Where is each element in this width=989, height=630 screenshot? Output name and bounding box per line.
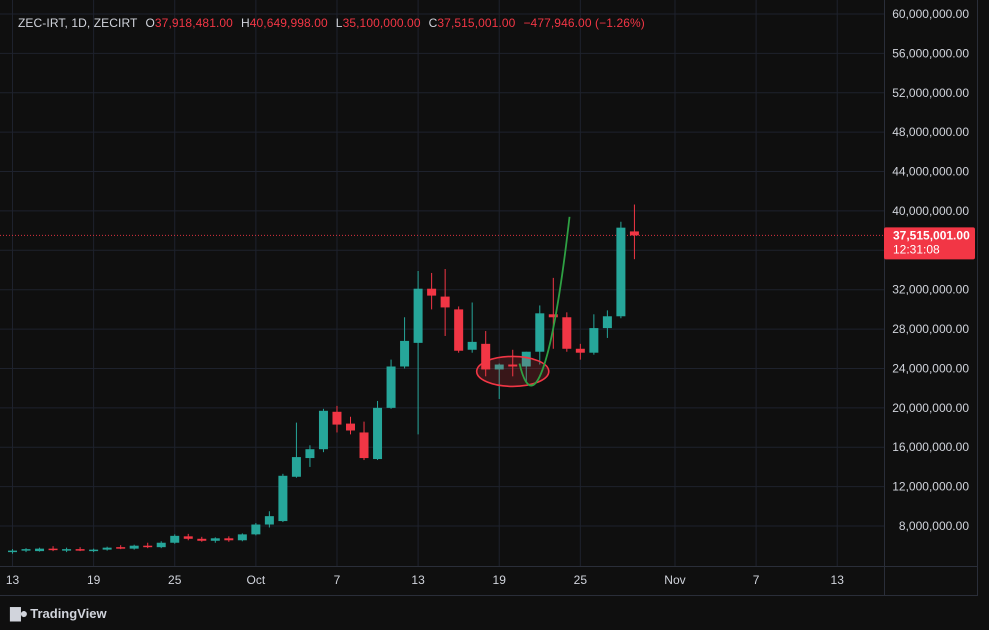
x-tick-label: Oct	[247, 573, 266, 587]
open-label: O	[145, 16, 155, 30]
high-label: H	[240, 16, 250, 30]
candle-body[interactable]	[386, 366, 396, 408]
x-tick-label: Nov	[664, 573, 685, 587]
candle-body[interactable]	[170, 535, 180, 543]
x-tick-label: 13	[411, 573, 425, 587]
candle-body[interactable]	[427, 288, 437, 296]
y-tick-label: 60,000,000.00	[892, 7, 969, 21]
candle-body[interactable]	[454, 309, 464, 351]
candle-body[interactable]	[89, 549, 99, 552]
high-value: 40,649,998.00	[249, 16, 328, 30]
change-value: −477,946.00 (−1.26%)	[523, 16, 645, 30]
low-value: 35,100,000.00	[342, 16, 421, 30]
candle-body[interactable]	[467, 341, 477, 350]
tradingview-brand-text: TradingView	[30, 606, 107, 621]
y-tick-label: 52,000,000.00	[892, 86, 969, 100]
candle-body[interactable]	[75, 549, 85, 551]
x-tick-label: 25	[168, 573, 182, 587]
x-tick-label: 25	[574, 573, 588, 587]
candle-body[interactable]	[224, 538, 234, 541]
y-tick-label: 48,000,000.00	[892, 125, 969, 139]
y-tick-label: 12,000,000.00	[892, 480, 969, 494]
candle-body[interactable]	[575, 348, 585, 353]
candle-body[interactable]	[318, 410, 328, 450]
candle-body[interactable]	[183, 536, 193, 539]
candle-body[interactable]	[251, 524, 261, 535]
annotation-ellipse[interactable]	[475, 355, 550, 388]
candle-body[interactable]	[278, 475, 288, 522]
candle-body[interactable]	[602, 316, 612, 329]
candle-body[interactable]	[264, 516, 274, 525]
candle-body[interactable]	[8, 550, 17, 553]
candle-body[interactable]	[508, 364, 518, 367]
candle-body[interactable]	[143, 545, 153, 548]
candle-body[interactable]	[359, 432, 369, 459]
candle-body[interactable]	[210, 538, 220, 541]
y-tick-label: 24,000,000.00	[892, 361, 969, 375]
candle-body[interactable]	[440, 296, 450, 308]
candle-body[interactable]	[129, 545, 139, 549]
candle-body[interactable]	[481, 343, 491, 370]
close-label: C	[428, 16, 438, 30]
y-tick-label: 32,000,000.00	[892, 283, 969, 297]
candle-body[interactable]	[197, 538, 207, 541]
candle-body[interactable]	[62, 549, 72, 551]
candle-body[interactable]	[237, 534, 247, 541]
candle-body[interactable]	[35, 548, 45, 552]
x-tick-label: 7	[334, 573, 341, 587]
chart-area[interactable]	[0, 0, 978, 596]
candle-body[interactable]	[305, 449, 315, 459]
candle-body[interactable]	[400, 340, 410, 367]
candle-body[interactable]	[102, 547, 112, 550]
candle-body[interactable]	[521, 351, 531, 367]
y-tick-label: 16,000,000.00	[892, 440, 969, 454]
y-tick-label: 20,000,000.00	[892, 401, 969, 415]
candle-body[interactable]	[562, 317, 572, 349]
candle-body[interactable]	[332, 411, 342, 425]
y-tick-label: 8,000,000.00	[899, 519, 969, 533]
candle-body[interactable]	[48, 548, 58, 551]
footer-bar	[0, 597, 989, 630]
candle-body[interactable]	[629, 231, 639, 236]
x-tick-label: 19	[493, 573, 507, 587]
candle-body[interactable]	[589, 328, 599, 353]
x-tick-label: 13	[831, 573, 845, 587]
price-tag-countdown: 12:31:08	[893, 242, 940, 256]
y-tick-label: 40,000,000.00	[892, 204, 969, 218]
candle-body[interactable]	[494, 364, 504, 370]
price-tag[interactable]	[884, 227, 975, 260]
x-tick-label: 7	[753, 573, 760, 587]
price-tag-value: 37,515,001.00	[893, 228, 970, 242]
candle-body[interactable]	[291, 457, 301, 477]
candle-body[interactable]	[535, 313, 545, 352]
candle-body[interactable]	[373, 407, 383, 460]
x-tick-label: 19	[87, 573, 101, 587]
annotation-curve[interactable]	[518, 216, 571, 387]
candle-body[interactable]	[548, 314, 558, 318]
symbol-label[interactable]: ZEC-IRT, 1D, ZECIRT	[18, 16, 138, 30]
candle-body[interactable]	[413, 288, 423, 343]
y-tick-label: 28,000,000.00	[892, 322, 969, 336]
close-value: 37,515,001.00	[437, 16, 516, 30]
candle-body[interactable]	[116, 547, 126, 549]
ohlc-legend: ZEC-IRT, 1D, ZECIRT O37,918,481.00 H40,649…	[18, 16, 645, 30]
x-tick-label: 13	[6, 573, 20, 587]
candle-body[interactable]	[21, 549, 31, 551]
tradingview-logo-icon: ▇●	[10, 605, 28, 621]
candle-body[interactable]	[156, 542, 166, 548]
candle-body[interactable]	[346, 423, 355, 431]
y-tick-label: 56,000,000.00	[892, 46, 969, 60]
tradingview-logo[interactable]: ▇● TradingView	[10, 605, 107, 622]
y-tick-label: 44,000,000.00	[892, 165, 969, 179]
candle-body[interactable]	[616, 227, 626, 317]
open-value: 37,918,481.00	[154, 16, 233, 30]
low-label: L	[335, 16, 343, 30]
